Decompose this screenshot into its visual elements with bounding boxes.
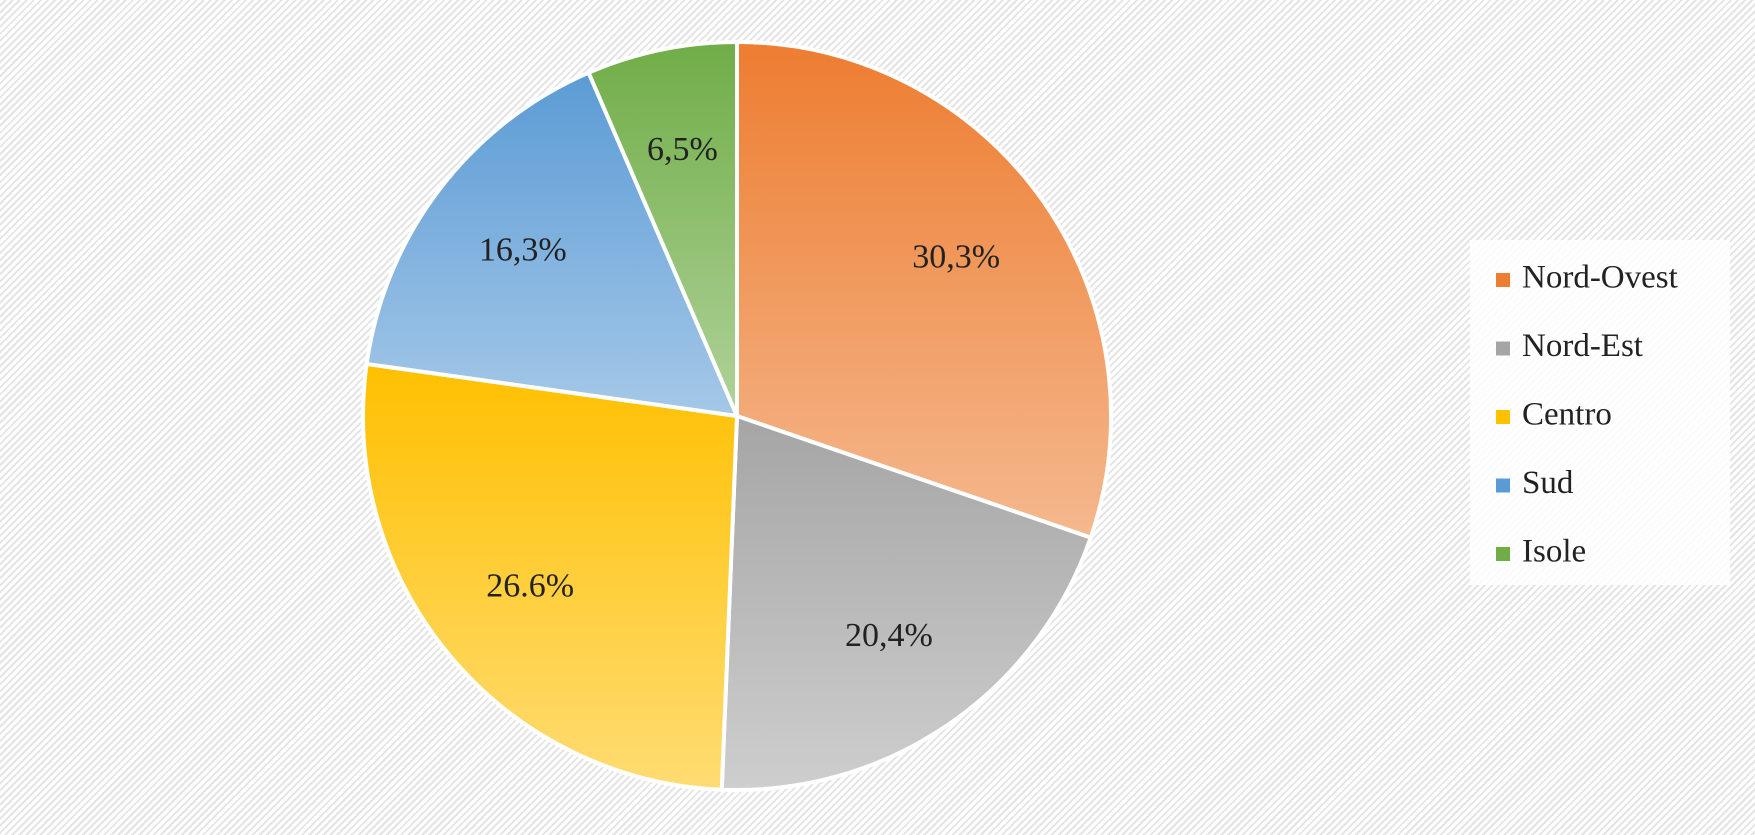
data-label: 20,4% — [845, 617, 933, 654]
data-label: 30,3% — [912, 238, 1000, 275]
legend-swatch — [1496, 547, 1510, 561]
pie-slice — [361, 361, 740, 792]
pie-slice — [364, 70, 741, 419]
legend-swatch — [1496, 410, 1510, 424]
legend-label: Isole — [1522, 534, 1586, 570]
legend-label: Nord-Ovest — [1522, 260, 1678, 296]
pie-slice — [735, 39, 1113, 541]
legend-swatch — [1496, 341, 1510, 356]
legend-label: Centro — [1522, 397, 1612, 433]
data-label: 26.6% — [486, 567, 574, 604]
legend-swatch — [1496, 273, 1510, 287]
data-label: 6,5% — [647, 131, 718, 168]
data-label: 16,3% — [479, 232, 567, 269]
legend-swatch — [1496, 478, 1510, 493]
pie-slice — [719, 413, 1094, 792]
pie-slice — [585, 39, 739, 417]
legend-label: Nord-Est — [1522, 328, 1643, 364]
legend-label: Sud — [1522, 465, 1574, 501]
legend-box — [1470, 240, 1730, 585]
